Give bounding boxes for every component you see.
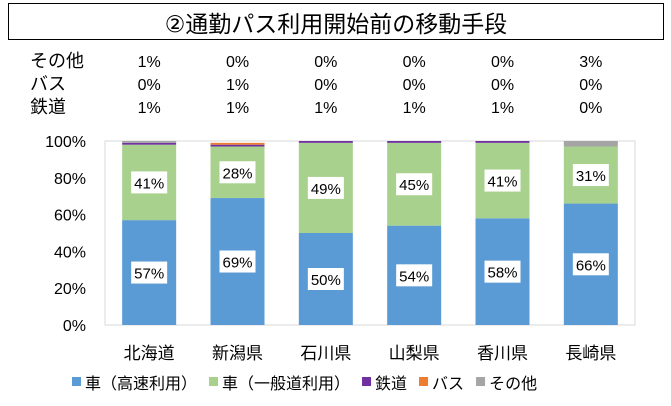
data-label-bg (307, 176, 344, 199)
data-label: 58% (487, 265, 517, 282)
x-tick-label: 北海道 (124, 344, 175, 364)
data-label: 69% (222, 255, 252, 272)
data-label: 41% (487, 174, 517, 191)
x-tick-label: 香川県 (477, 344, 528, 364)
plot-area (104, 140, 636, 326)
table-row-label: 鉄道 (30, 97, 66, 118)
data-label: 50% (311, 272, 341, 289)
bar-segment-2 (210, 144, 265, 147)
chart-title: ②通勤パス利用開始前の移動手段 (8, 3, 664, 40)
table-cell: 1% (226, 100, 249, 117)
legend-swatch (362, 377, 372, 386)
data-label-bg (131, 261, 168, 284)
y-tick-label: 60% (54, 208, 86, 225)
table-cell: 1% (138, 54, 161, 71)
data-label-bg (396, 264, 433, 287)
bar-segment-3 (210, 142, 265, 145)
data-label: 28% (222, 165, 252, 182)
legend-label: バス (432, 374, 464, 393)
table-cell: 3% (579, 54, 602, 71)
y-tick-label: 40% (54, 244, 86, 261)
data-label: 45% (399, 177, 429, 194)
legend-label: その他 (489, 374, 537, 393)
bar-segment-2 (387, 141, 442, 143)
data-label-bg (307, 268, 344, 290)
table-cell: 0% (579, 100, 602, 117)
x-tick-label: 長崎県 (565, 344, 616, 364)
x-tick-label: 山梨県 (389, 344, 440, 364)
table-row-label: バス (30, 74, 66, 95)
data-label: 41% (134, 175, 164, 192)
bar-segment-2 (475, 141, 530, 143)
table-cell: 0% (491, 54, 514, 71)
legend-swatch (72, 377, 81, 386)
data-label-bg (396, 173, 433, 196)
table-cell: 0% (491, 77, 514, 94)
bar-segment-4 (122, 141, 177, 143)
y-tick-label: 0% (63, 318, 86, 335)
table-cell: 1% (491, 100, 514, 117)
table-cell: 1% (403, 100, 426, 117)
data-label-bg (484, 260, 521, 283)
table-cell: 0% (314, 54, 337, 71)
data-label-bg (219, 250, 256, 273)
legend-label: 車（高速利用） (85, 374, 197, 393)
table-cell: 0% (314, 77, 337, 94)
table-cell: 1% (314, 100, 337, 117)
x-tick-label: 新潟県 (212, 344, 263, 364)
bar-segment-4 (563, 141, 618, 147)
data-label: 54% (399, 268, 429, 285)
data-label: 57% (134, 266, 164, 283)
bar-segment-2 (298, 141, 353, 143)
legend-swatch (209, 377, 219, 386)
legend-swatch (476, 377, 486, 386)
y-tick-label: 20% (54, 281, 86, 298)
table-cell: 1% (226, 77, 249, 94)
legend-label: 車（一般道利用） (222, 374, 350, 393)
bar-segment-2 (122, 142, 177, 145)
legend-label: 鉄道 (375, 374, 407, 393)
table-cell: 0% (138, 77, 161, 94)
data-label-bg (572, 253, 609, 276)
y-tick-label: 80% (54, 171, 86, 188)
table-cell: 0% (579, 77, 602, 94)
data-label-bg (572, 164, 609, 187)
data-label: 31% (576, 168, 606, 185)
data-label: 49% (311, 181, 341, 198)
data-label-bg (219, 161, 256, 184)
x-tick-label: 石川県 (300, 344, 351, 364)
table-row-label: その他 (30, 51, 84, 72)
data-label-bg (131, 171, 168, 194)
y-tick-label: 100% (45, 134, 86, 151)
data-label-bg (484, 169, 521, 192)
table-cell: 0% (403, 54, 426, 71)
legend-swatch (419, 377, 429, 386)
table-cell: 1% (138, 100, 161, 117)
table-cell: 0% (403, 77, 426, 94)
data-label: 66% (576, 257, 606, 274)
table-cell: 0% (226, 54, 249, 71)
